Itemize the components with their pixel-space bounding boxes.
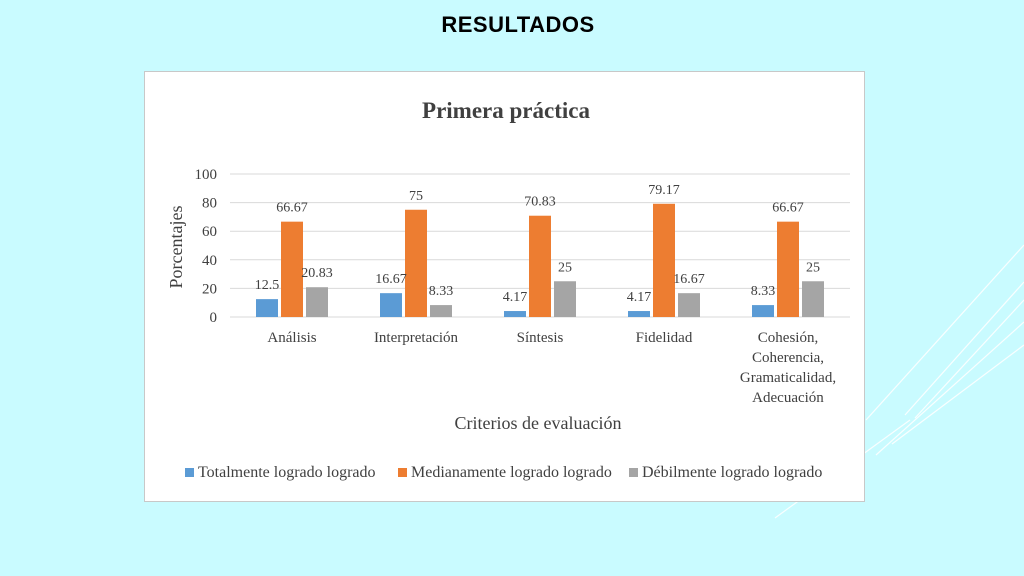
legend: Totalmente logrado logrado Medianamente l… <box>185 464 822 481</box>
y-tick-label: 100 <box>195 167 218 183</box>
data-label: 25 <box>806 260 820 275</box>
legend-swatch <box>185 468 194 477</box>
data-label: 8.33 <box>429 284 454 299</box>
x-tick-label: Coherencia, <box>752 350 824 366</box>
bars <box>256 203 824 317</box>
data-label: 70.83 <box>524 195 556 210</box>
x-tick-label: Gramaticalidad, <box>740 370 836 386</box>
x-tick-label: Síntesis <box>517 330 564 346</box>
legend-swatch <box>629 468 638 477</box>
bar <box>529 215 551 317</box>
bar <box>628 311 650 317</box>
x-tick-label: Análisis <box>267 330 316 346</box>
bar <box>281 221 303 317</box>
x-tick-label: Fidelidad <box>636 330 693 346</box>
y-tick-label: 60 <box>202 224 217 240</box>
data-label: 16.67 <box>673 272 705 287</box>
y-tick-label: 0 <box>210 310 218 326</box>
data-label: 25 <box>558 260 572 275</box>
bar <box>504 311 526 317</box>
axes: 0 20 40 60 80 100 Análisis Interpretación Síntes… <box>195 167 837 406</box>
bar <box>430 305 452 317</box>
x-tick-label: Adecuación <box>752 390 824 406</box>
bar <box>752 305 774 317</box>
decorative-line <box>891 344 1024 445</box>
bar <box>678 293 700 317</box>
y-axis-title: Porcentajes <box>166 206 186 289</box>
data-label: 20.83 <box>301 266 333 281</box>
data-label: 12.5 <box>255 278 280 293</box>
bar <box>405 209 427 317</box>
data-label: 4.17 <box>503 290 528 305</box>
data-label: 79.17 <box>648 183 680 198</box>
decorative-line <box>914 299 1024 419</box>
legend-swatch <box>398 468 407 477</box>
decorative-line <box>875 321 1024 456</box>
chart-title: Primera práctica <box>422 98 590 123</box>
data-label: 75 <box>409 189 423 204</box>
y-tick-label: 40 <box>202 253 217 269</box>
legend-label: Totalmente logrado logrado <box>198 464 376 481</box>
bar <box>306 287 328 317</box>
data-label: 16.67 <box>375 272 407 287</box>
data-label: 4.17 <box>627 290 652 305</box>
x-tick-label: Cohesión, <box>758 330 818 346</box>
data-label: 8.33 <box>751 284 776 299</box>
data-labels: 12.5 66.67 20.83 16.67 75 8.33 4.17 70.83 25 4.17… <box>255 183 820 305</box>
x-tick-label: Interpretación <box>374 330 459 346</box>
bar-chart: 12.5 66.67 20.83 16.67 75 8.33 4.17 70.83 25 4.17… <box>166 98 850 481</box>
slide-title: RESULTADOS <box>441 12 595 37</box>
y-tick-label: 20 <box>202 281 217 297</box>
legend-label: Medianamente logrado logrado <box>411 464 612 481</box>
bar <box>777 221 799 317</box>
bar <box>380 293 402 317</box>
bar <box>554 281 576 317</box>
decorative-line <box>865 244 1024 421</box>
y-tick-label: 80 <box>202 196 217 212</box>
data-label: 66.67 <box>772 201 804 216</box>
bar <box>256 299 278 317</box>
bar <box>653 203 675 317</box>
legend-label: Débilmente logrado logrado <box>642 464 822 481</box>
decorative-line <box>904 281 1024 416</box>
data-label: 66.67 <box>276 201 308 216</box>
x-axis-title: Criterios de evaluación <box>455 413 622 433</box>
chart-panel: 12.5 66.67 20.83 16.67 75 8.33 4.17 70.83 25 4.17… <box>144 71 865 502</box>
bar <box>802 281 824 317</box>
